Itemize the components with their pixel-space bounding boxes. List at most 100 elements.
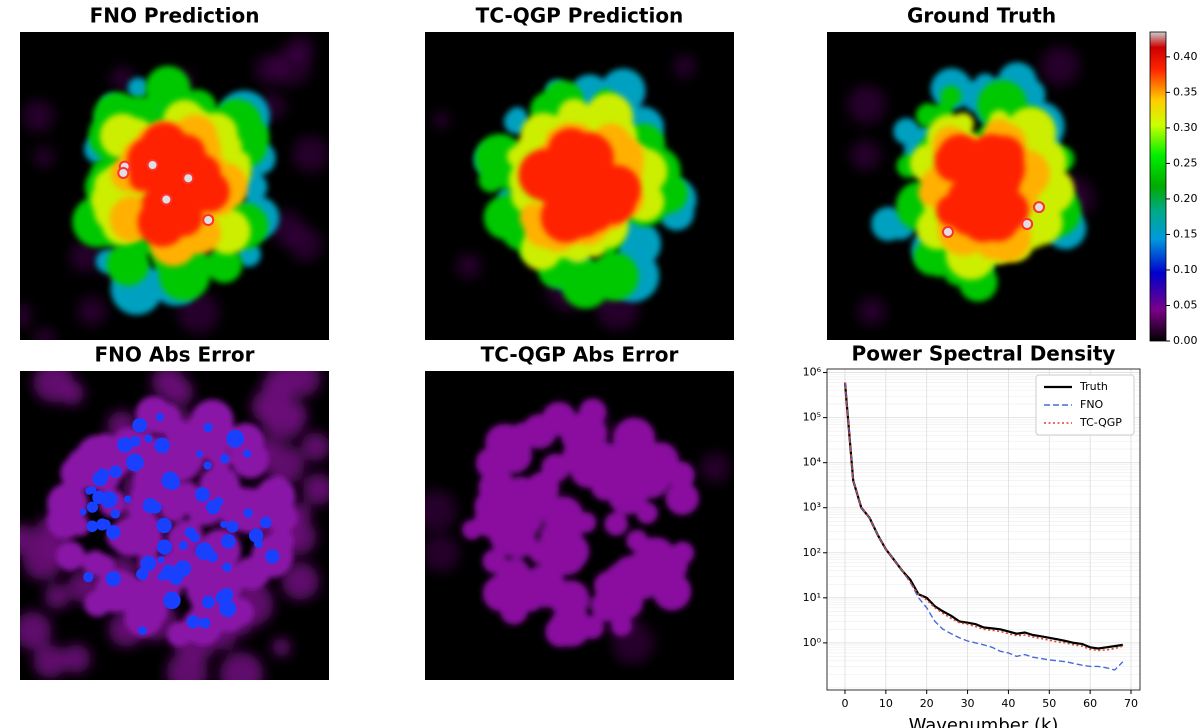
field-blob — [964, 191, 1010, 236]
error-blob — [60, 456, 95, 491]
haze-spot — [166, 651, 208, 680]
haze-spot — [847, 85, 886, 124]
haze-spot — [20, 524, 36, 555]
error-spot — [149, 501, 162, 514]
x-tick-label: 30 — [961, 697, 975, 710]
haze-spot — [858, 297, 886, 326]
error-spot — [155, 413, 165, 422]
error-spot — [222, 562, 232, 573]
haze-spot — [20, 303, 33, 328]
error-spot — [254, 538, 264, 549]
error-spot — [92, 490, 106, 504]
haze-spot — [22, 100, 54, 133]
error-spot — [163, 591, 181, 610]
error-spot — [79, 508, 87, 516]
y-tick-label: 10⁵ — [803, 411, 821, 424]
error-blob — [596, 450, 640, 493]
error-blob — [46, 501, 84, 539]
haze-spot — [272, 638, 291, 657]
error-blob — [530, 414, 555, 440]
x-tick-label: 20 — [920, 697, 934, 710]
haze-spot — [20, 611, 52, 650]
colorbar-tick-label: 0.20 — [1173, 192, 1198, 205]
x-tick-label: 60 — [1083, 697, 1097, 710]
field-blob — [145, 65, 191, 112]
colorbar-tick-label: 0.10 — [1173, 263, 1198, 276]
error-blob — [590, 589, 623, 622]
field-layer — [518, 128, 641, 243]
panel-title: TC-QGP Prediction — [476, 4, 684, 28]
error-blob — [482, 549, 507, 574]
error-spot — [203, 461, 212, 470]
field-blob — [106, 243, 150, 286]
hot-spot — [182, 172, 195, 185]
haze-spot — [32, 327, 56, 340]
haze-spot — [292, 136, 329, 173]
haze-spot — [251, 389, 286, 424]
heatmap — [425, 32, 734, 340]
error-spot — [219, 453, 230, 464]
error-blob — [94, 441, 125, 472]
hot-spot — [1033, 201, 1046, 214]
colorbar — [1149, 31, 1167, 342]
error-spot — [184, 526, 196, 539]
field-blob — [127, 77, 149, 99]
hot-spot — [160, 193, 173, 206]
error-spot — [260, 516, 272, 529]
haze-spot — [219, 652, 264, 680]
error-spot — [157, 572, 166, 581]
error-blob — [162, 435, 204, 477]
x-tick-label: 40 — [1001, 697, 1015, 710]
colorbar-tick-label: 0.15 — [1173, 227, 1198, 240]
error-blob — [164, 419, 190, 445]
error-spot — [220, 520, 228, 528]
error-spot — [226, 520, 239, 533]
error-spot — [186, 615, 200, 629]
x-tick-label: 10 — [879, 697, 893, 710]
y-tick-label: 10³ — [803, 501, 821, 514]
error-blob — [144, 588, 168, 612]
error-spot — [265, 549, 280, 564]
error-blob — [55, 541, 86, 571]
error-spot — [88, 485, 97, 494]
field-blob — [548, 143, 585, 180]
panel-title: FNO Prediction — [90, 4, 260, 28]
haze-spot — [302, 473, 329, 505]
x-axis-label: Wavenumber (k) — [909, 715, 1059, 728]
haze-spot — [69, 241, 101, 273]
error-spot — [203, 422, 213, 433]
x-tick-label: 50 — [1042, 697, 1056, 710]
haze-spot — [77, 296, 107, 326]
error-spot — [92, 470, 108, 487]
error-spot — [157, 539, 173, 555]
field-blob — [540, 170, 574, 204]
error-blob — [553, 517, 583, 548]
error-spot — [157, 556, 165, 564]
error-blob — [462, 519, 483, 540]
error-spot — [154, 437, 170, 454]
error-spot — [106, 525, 121, 540]
error-blob — [177, 481, 199, 503]
colorbar-tick-label: 0.40 — [1173, 50, 1198, 63]
error-spot — [195, 542, 213, 560]
y-tick-label: 10⁴ — [803, 456, 822, 469]
field-blob — [940, 85, 962, 107]
error-spot — [199, 617, 211, 629]
error-blob — [110, 516, 151, 557]
error-spot — [243, 449, 252, 458]
field-blob — [590, 252, 639, 301]
panel-title: FNO Abs Error — [94, 343, 254, 367]
error-spot — [86, 501, 99, 513]
haze-spot — [275, 381, 295, 401]
error-blob — [642, 442, 679, 479]
error-blob — [604, 512, 628, 536]
y-tick-label: 10¹ — [803, 591, 821, 604]
plot-frame — [826, 368, 1141, 691]
error-spot — [109, 465, 122, 478]
colorbar-tick-label: 0.35 — [1173, 85, 1198, 98]
y-tick-label: 10² — [803, 546, 821, 559]
error-blob — [570, 410, 602, 442]
panel-title: TC-QGP Abs Error — [481, 343, 679, 367]
hot-spot — [1021, 218, 1034, 231]
